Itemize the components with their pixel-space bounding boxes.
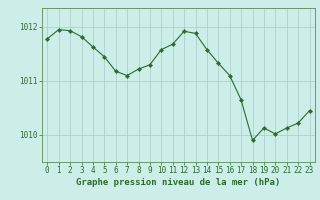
X-axis label: Graphe pression niveau de la mer (hPa): Graphe pression niveau de la mer (hPa) (76, 178, 281, 187)
